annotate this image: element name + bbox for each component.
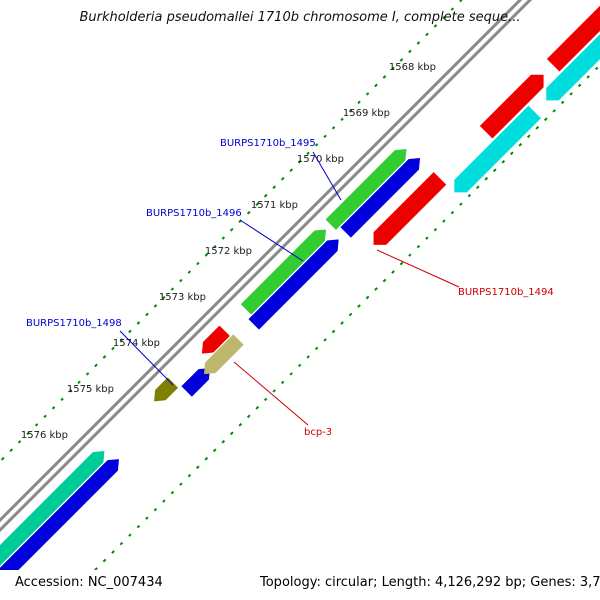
ruler-tick-label: 1574 kbp (112, 338, 160, 349)
sequence-title: Burkholderia pseudomallei 1710b chromoso… (79, 10, 521, 25)
ruler-tick-label: 1572 kbp (204, 246, 252, 257)
gene-arrow-burps1710b_1498[interactable] (149, 377, 178, 406)
status-accession: Accession: NC_007434 (15, 575, 163, 590)
status-topology: Topology: circular; Length: 4,126,292 bp… (260, 575, 600, 590)
gene-label-burps1710b-1498[interactable]: BURPS1710b_1498 (26, 318, 122, 329)
gene-arrow-burps1710b_1496[interactable] (248, 234, 344, 330)
gene-label-bcp-3[interactable]: bcp-3 (304, 427, 333, 438)
ruler-tick-label: 1571 kbp (250, 200, 298, 211)
gene-label-burps1710b-1495[interactable]: BURPS1710b_1495 (220, 138, 316, 149)
ruler-tick-label: 1568 kbp (388, 62, 436, 73)
ruler-tick-label: 1569 kbp (342, 108, 390, 119)
gene-label-burps1710b-1496[interactable]: BURPS1710b_1496 (146, 208, 242, 219)
gene-label-burps1710b-1494[interactable]: BURPS1710b_1494 (458, 287, 554, 298)
ruler-tick-label: 1570 kbp (296, 154, 344, 165)
ruler-tick-label: 1575 kbp (66, 384, 114, 395)
ruler-tick-label: 1576 kbp (20, 430, 68, 441)
ruler-tick-label: 1573 kbp (158, 292, 206, 303)
status-bar: Accession: NC_007434 Topology: circular;… (0, 570, 600, 600)
